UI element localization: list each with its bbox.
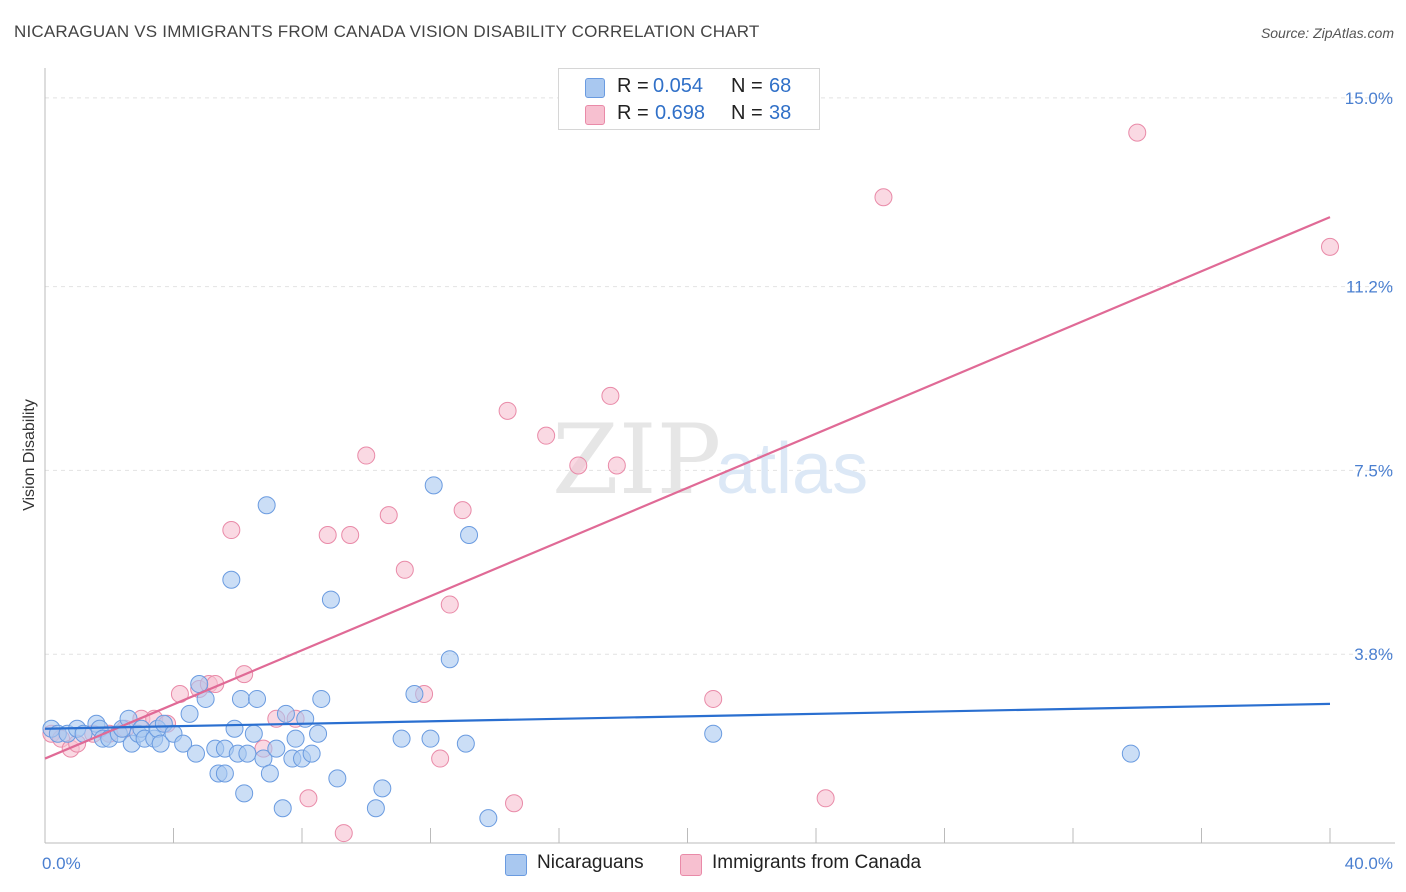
point-immigrants-from-canada: [874, 188, 893, 207]
point-nicaraguans: [257, 496, 276, 515]
trend-line-nicaraguans: [44, 702, 1331, 730]
stats-legend: R = 0.054 N = 68 R = 0.698 N = 38: [558, 68, 820, 130]
x-tick-labels: 0.0% 40.0%: [42, 854, 1393, 873]
point-nicaraguans: [215, 764, 234, 783]
point-immigrants-from-canada: [537, 426, 556, 445]
point-nicaraguans: [479, 809, 498, 828]
point-nicaraguans: [328, 769, 347, 788]
trend-lines: [44, 216, 1331, 760]
point-nicaraguans: [421, 729, 440, 748]
point-nicaraguans: [180, 704, 199, 723]
point-immigrants-from-canada: [601, 386, 620, 405]
point-nicaraguans: [174, 734, 193, 753]
point-immigrants-from-canada: [607, 456, 626, 475]
point-immigrants-from-canada: [453, 501, 472, 520]
legend-r-label: R =: [617, 75, 649, 97]
x-tick-label: 0.0%: [42, 854, 81, 873]
point-nicaraguans: [235, 784, 254, 803]
point-immigrants-from-canada: [569, 456, 588, 475]
point-nicaraguans: [460, 526, 479, 545]
watermark-atlas: atlas: [716, 429, 868, 509]
x-tick-label: 40.0%: [1345, 854, 1393, 873]
point-nicaraguans: [254, 749, 273, 768]
legend-n-label: N =: [731, 75, 763, 97]
point-nicaraguans: [267, 739, 286, 758]
point-nicaraguans: [238, 744, 257, 763]
y-tick-label: 11.2%: [1346, 278, 1393, 297]
legend-n-label: N =: [731, 102, 763, 124]
point-immigrants-from-canada: [704, 689, 723, 708]
point-nicaraguans: [222, 570, 241, 589]
point-immigrants-from-canada: [1321, 237, 1339, 256]
point-nicaraguans: [456, 734, 475, 753]
point-immigrants-from-canada: [498, 401, 517, 420]
point-nicaraguans: [276, 704, 295, 723]
point-nicaraguans: [392, 729, 411, 748]
point-immigrants-from-canada: [341, 526, 360, 545]
legend-swatch-pink: [585, 105, 605, 125]
bottom-legend-swatch-blue: [505, 854, 527, 876]
point-immigrants-from-canada: [431, 749, 450, 768]
point-nicaraguans: [366, 799, 385, 818]
point-nicaraguans: [440, 650, 459, 669]
bottom-legend-label: Immigrants from Canada: [712, 852, 922, 873]
point-immigrants-from-canada: [299, 789, 318, 808]
point-immigrants-from-canada: [222, 521, 241, 540]
point-nicaraguans: [704, 724, 723, 743]
point-nicaraguans: [225, 719, 244, 738]
point-nicaraguans: [248, 689, 267, 708]
grid-lines: [45, 97, 1395, 655]
point-nicaraguans: [186, 744, 205, 763]
legend-r-value: 0.698: [655, 102, 706, 124]
point-nicaraguans: [309, 724, 328, 743]
y-tick-label: 15.0%: [1345, 89, 1393, 108]
legend-n-value: 68: [769, 75, 792, 97]
point-nicaraguans: [373, 779, 392, 798]
bottom-legend-label: Nicaraguans: [537, 852, 644, 873]
y-tick-label: 3.8%: [1354, 645, 1393, 664]
point-immigrants-from-canada: [440, 595, 459, 614]
point-nicaraguans: [321, 590, 340, 609]
legend-n-value: 38: [769, 102, 792, 124]
y-tick-label: 7.5%: [1354, 461, 1393, 480]
point-nicaraguans: [1121, 744, 1140, 763]
axes: [44, 68, 1395, 844]
point-nicaraguans: [405, 684, 424, 703]
legend-swatch-blue: [585, 78, 605, 98]
point-immigrants-from-canada: [318, 526, 337, 545]
point-nicaraguans: [260, 764, 279, 783]
point-immigrants-from-canada: [357, 446, 376, 465]
bottom-legend-swatch-pink: [680, 854, 702, 876]
point-immigrants-from-canada: [1128, 123, 1147, 142]
point-nicaraguans: [151, 734, 170, 753]
point-nicaraguans: [302, 744, 321, 763]
legend-r-value: 0.054: [653, 75, 704, 97]
point-immigrants-from-canada: [395, 560, 414, 579]
point-nicaraguans: [286, 729, 305, 748]
chart-title: NICARAGUAN VS IMMIGRANTS FROM CANADA VIS…: [14, 22, 760, 41]
point-nicaraguans: [312, 689, 331, 708]
point-immigrants-from-canada: [334, 824, 353, 843]
point-nicaraguans: [244, 724, 263, 743]
y-tick-labels: 3.8% 7.5% 11.2% 15.0%: [1345, 89, 1393, 664]
point-nicaraguans: [273, 799, 292, 818]
watermark: ZIP atlas: [552, 404, 868, 516]
point-immigrants-from-canada: [505, 794, 524, 813]
y-axis-label: Vision Disability: [21, 399, 38, 511]
point-nicaraguans: [424, 476, 443, 495]
trend-line-immigrants-from-canada: [44, 216, 1331, 760]
legend-r-label: R =: [617, 102, 649, 124]
point-nicaraguans: [231, 689, 250, 708]
point-immigrants-from-canada: [379, 506, 398, 525]
point-immigrants-from-canada: [816, 789, 835, 808]
source-label: Source: ZipAtlas.com: [1260, 25, 1394, 41]
